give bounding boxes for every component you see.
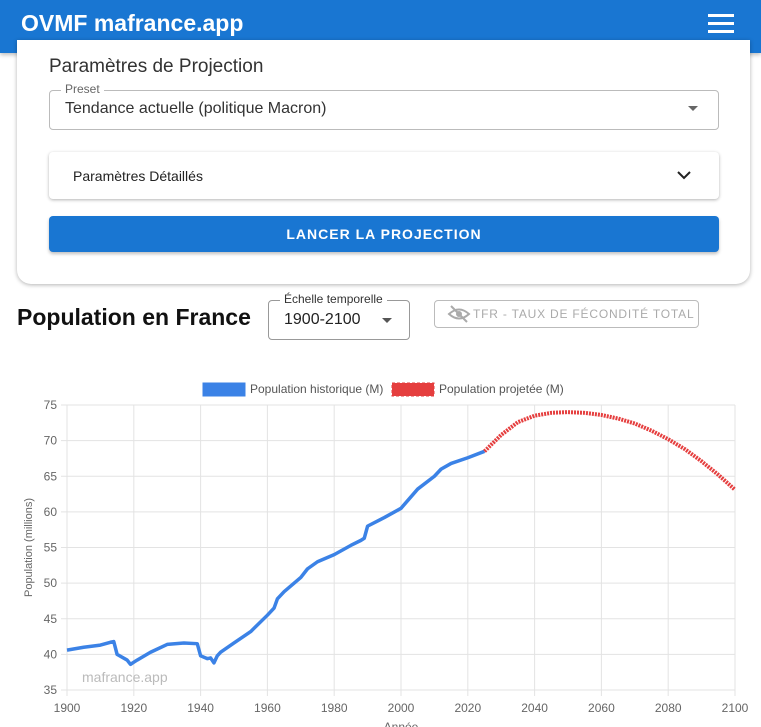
legend-swatch <box>391 382 435 397</box>
expand-icon <box>677 171 691 180</box>
y-tick-label: 35 <box>44 683 58 697</box>
y-axis-label: Population (millions) <box>23 498 35 597</box>
y-tick-label: 70 <box>44 434 58 448</box>
x-axis-label: Année <box>384 720 419 727</box>
section-title: Population en France <box>17 304 251 330</box>
x-tick-label: 2080 <box>655 701 682 715</box>
details-panel[interactable] <box>49 152 719 199</box>
dropdown-arrow <box>382 318 392 323</box>
legend-label: Population historique (M) <box>250 382 383 396</box>
details-title: Paramètres Détaillés <box>73 168 203 184</box>
dropdown-arrow <box>688 106 698 111</box>
y-tick-label: 55 <box>44 541 58 555</box>
y-tick-label: 60 <box>44 505 58 519</box>
x-tick-label: 2040 <box>521 701 548 715</box>
x-tick-label: 2060 <box>588 701 615 715</box>
eye-off-icon <box>447 305 471 323</box>
x-tick-label: 1960 <box>254 701 281 715</box>
tfr-label: TFR - TAUX DE FÉCONDITÉ TOTAL <box>473 307 695 321</box>
scale-value: 1900-2100 <box>284 311 361 328</box>
chart: 35 40 45 50 55 60 65 70 75 1900 1920 1940 1960 1980 20… <box>17 340 750 727</box>
preset-label: Preset <box>61 82 104 96</box>
tfr-button[interactable] <box>434 300 699 328</box>
x-tick-label: 2000 <box>388 701 415 715</box>
x-tick-label: 2100 <box>722 701 749 715</box>
x-tick-label: 2020 <box>454 701 481 715</box>
y-tick-label: 75 <box>44 398 58 412</box>
preset-select[interactable] <box>49 90 719 130</box>
run-button[interactable]: LANCER LA PROJECTION <box>49 216 719 252</box>
menu-icon[interactable] <box>708 13 736 35</box>
x-tick-label: 1940 <box>187 701 214 715</box>
watermark: mafrance.app <box>82 669 168 685</box>
y-tick-label: 65 <box>44 469 58 483</box>
params-title: Paramètres de Projection <box>49 56 264 77</box>
y-tick-label: 50 <box>44 576 58 590</box>
x-tick-label: 1920 <box>120 701 147 715</box>
app-title: OVMF mafrance.app <box>21 10 244 36</box>
y-tick-label: 40 <box>44 647 58 661</box>
y-tick-label: 45 <box>44 612 58 626</box>
data-line <box>483 410 737 492</box>
legend-swatch <box>202 382 246 397</box>
preset-value: Tendance actuelle (politique Macron) <box>65 100 327 117</box>
x-tick-label: 1900 <box>54 701 81 715</box>
scale-label: Échelle temporelle <box>280 292 387 306</box>
data-line <box>66 449 486 667</box>
legend-label: Population projetée (M) <box>439 382 564 396</box>
x-tick-label: 1980 <box>321 701 348 715</box>
